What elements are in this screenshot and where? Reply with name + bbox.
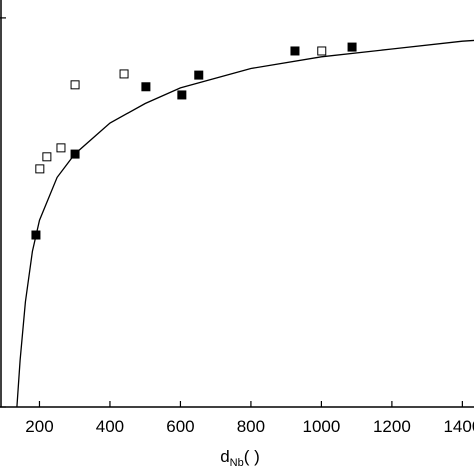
point bbox=[194, 70, 204, 80]
point bbox=[119, 69, 129, 79]
x-tick-label: 1000 bbox=[302, 417, 340, 436]
point bbox=[347, 42, 357, 52]
point bbox=[56, 143, 66, 153]
x-tick-label: 200 bbox=[25, 417, 53, 436]
point bbox=[35, 164, 45, 174]
x-tick-label: 400 bbox=[96, 417, 124, 436]
x-tick-label: 1200 bbox=[373, 417, 411, 436]
point bbox=[42, 152, 52, 162]
x-tick-label: 800 bbox=[237, 417, 265, 436]
point bbox=[141, 82, 151, 92]
point bbox=[70, 80, 80, 90]
point bbox=[317, 46, 327, 56]
point bbox=[290, 46, 300, 56]
x-tick-label: 1400 bbox=[443, 417, 474, 436]
point bbox=[177, 90, 187, 100]
x-axis-label: dNb( ) bbox=[220, 447, 260, 469]
x-tick-label: 600 bbox=[166, 417, 194, 436]
fit-curve bbox=[16, 39, 474, 408]
